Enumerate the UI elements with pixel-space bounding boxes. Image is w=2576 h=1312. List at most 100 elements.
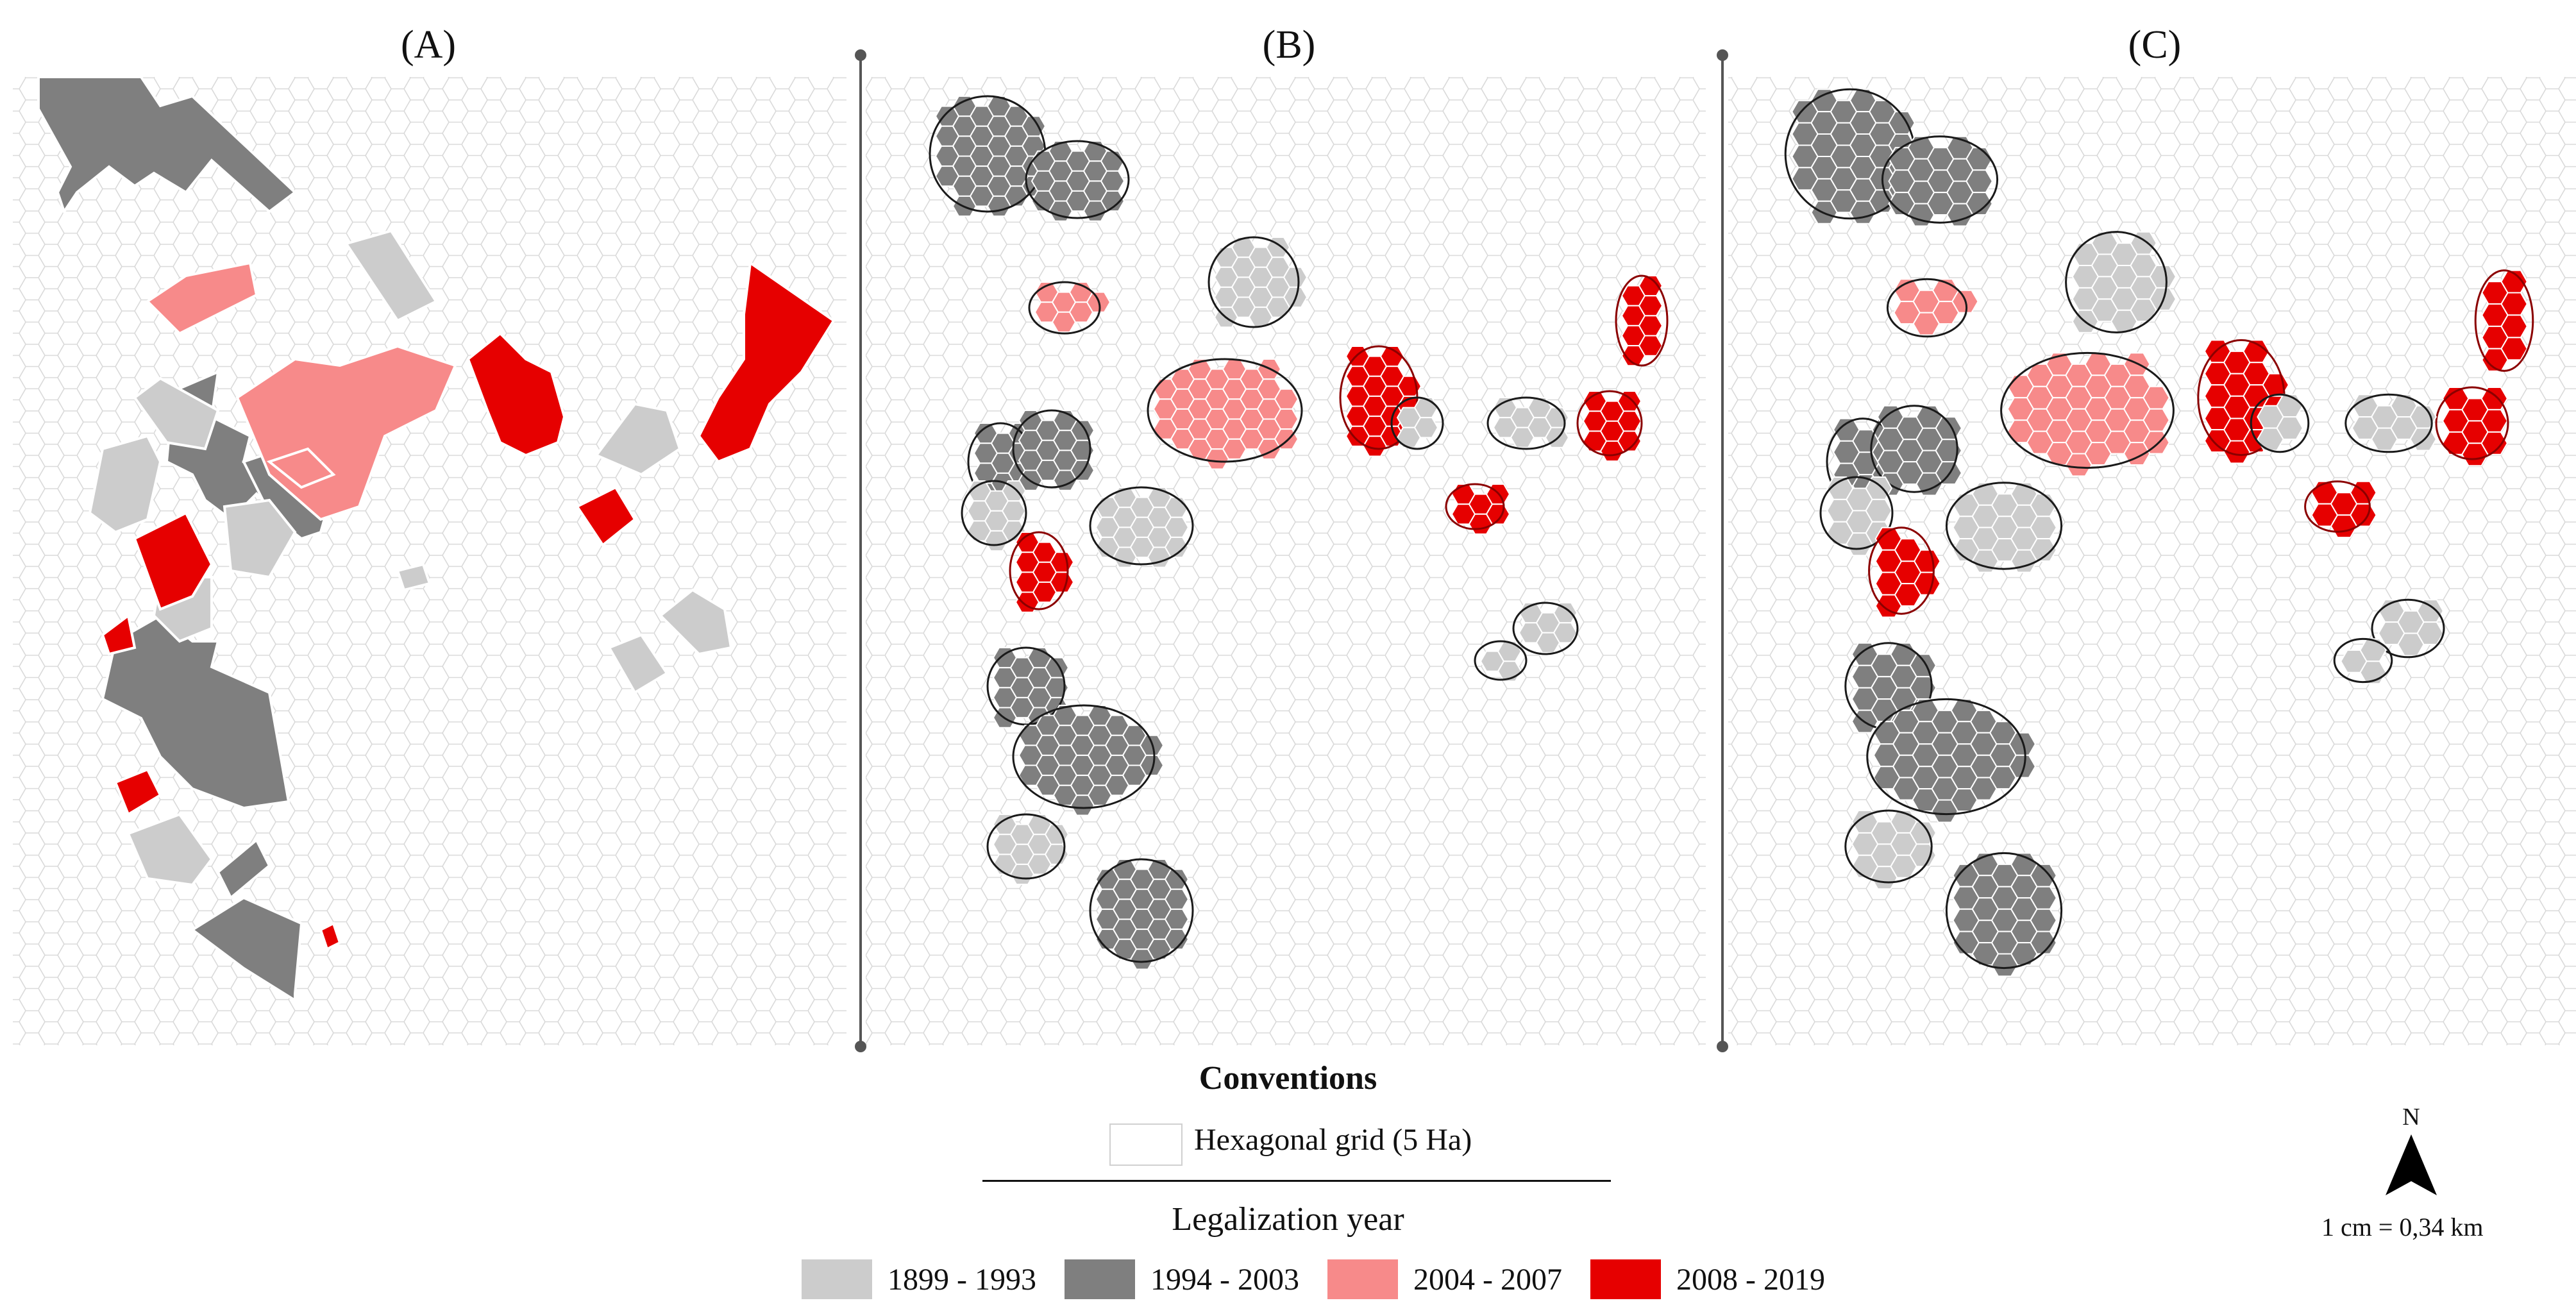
hex-cell [2142, 385, 2170, 410]
parcel-outline [1576, 390, 1643, 457]
parcel-outline [1615, 274, 1669, 367]
hex-cell [2276, 416, 2303, 440]
legend-swatch [802, 1259, 872, 1299]
parcel-outline [986, 646, 1066, 726]
parcel-outline [2333, 637, 2393, 684]
hex-cell [1100, 150, 1125, 172]
parcel [126, 812, 214, 887]
hex-cell [2480, 431, 2509, 455]
hex-cell [1638, 295, 1663, 317]
hex-cell [1139, 754, 1165, 777]
legend-label: 2004 - 2007 [1413, 1262, 1562, 1297]
north-letter: N [2402, 1104, 2420, 1131]
parcel-outline [1445, 483, 1505, 530]
parcel [575, 485, 637, 547]
parcel [697, 260, 836, 464]
parcel [319, 921, 342, 951]
parcel-outline [1486, 396, 1566, 450]
panel-title-a: (A) [401, 23, 456, 67]
legend-swatch [1064, 1259, 1135, 1299]
hex-cell [2030, 908, 2057, 932]
parcel-outline [1208, 236, 1300, 328]
legend-label: 1899 - 1993 [888, 1262, 1036, 1297]
hex-cell [1914, 571, 1941, 596]
hex-cell [1638, 315, 1663, 337]
parcel-outline [2474, 269, 2534, 372]
north-arrow: N [2366, 1103, 2456, 1205]
panel-separators [855, 49, 1728, 1052]
hex-grid-label: Hexagonal grid (5 Ha) [1194, 1123, 1472, 1157]
parcel-outline [1390, 396, 1444, 450]
hex-cell [1164, 929, 1190, 950]
parcel [594, 402, 682, 476]
parcel-outline [2435, 386, 2509, 460]
parcel-outline [1028, 281, 1101, 335]
parcel [216, 837, 271, 900]
parcel-outline [2065, 231, 2168, 333]
hex-cell [1553, 602, 1578, 624]
panel-a-map [37, 77, 836, 1003]
parcel [101, 614, 290, 810]
hex-cell [2142, 408, 2170, 432]
hex-cell [2030, 493, 2057, 517]
legend-label: 2008 - 2019 [1676, 1262, 1825, 1297]
legend-divider [982, 1180, 1611, 1182]
hex-cell [2500, 337, 2528, 361]
hex-cell [1070, 419, 1095, 441]
panel-title-b: (B) [1263, 23, 1316, 67]
hex-cell [1100, 190, 1125, 212]
parcel [101, 613, 137, 656]
hex-cell [1164, 536, 1190, 559]
hex-cell [1413, 397, 1439, 419]
hex-cell [2359, 638, 2387, 662]
parcel-outline [1870, 405, 1958, 493]
parcel-outline [2250, 393, 2310, 453]
hex-cell [2030, 516, 2057, 540]
hex-cell [2500, 314, 2528, 339]
hex-cell [1001, 500, 1027, 522]
hex-cell [1966, 147, 1993, 171]
parcel-outline [2000, 351, 2175, 469]
hex-cell [1164, 516, 1190, 538]
legend-swatch [1327, 1259, 1398, 1299]
legend-swatch [1590, 1259, 1661, 1299]
hex-cell [1638, 335, 1663, 357]
hex-cell [2416, 599, 2445, 623]
parcel-outline [1012, 409, 1091, 489]
hex-cell [1049, 551, 1075, 573]
panel-c-map [1784, 88, 2534, 977]
hex-cell [2030, 886, 2057, 910]
parcel [396, 562, 432, 592]
parcel-outline [986, 813, 1066, 880]
hex-cell [2008, 754, 2037, 778]
parcel-outline [1819, 476, 1894, 550]
hex-cell [1914, 549, 1941, 573]
hex-cell [1966, 192, 1993, 215]
hex-grid-a [13, 77, 846, 1045]
parcel [190, 896, 303, 1003]
hex-cell [1164, 908, 1190, 930]
hex-cell [1865, 498, 1893, 523]
hex-cell [1283, 266, 1308, 288]
parcel-outline [1089, 858, 1194, 963]
legend-subtitle: Legalization year [1172, 1201, 1404, 1238]
parcel-outline [1844, 809, 1933, 884]
parcel [607, 633, 669, 694]
parcel-outline [1881, 135, 1999, 224]
panel-title-c: (C) [2128, 23, 2182, 67]
parcel-outline [1474, 640, 1528, 681]
parcel [344, 229, 438, 323]
hex-cell [1617, 430, 1642, 452]
hex-cell [2500, 292, 2528, 316]
hex-cell [2276, 394, 2303, 418]
parcel [37, 77, 298, 215]
parcel [133, 376, 220, 451]
parcel [88, 434, 162, 534]
parcel-outline [1012, 704, 1156, 809]
parcel-outline [1866, 698, 2026, 816]
hex-cell [1935, 416, 1963, 441]
parcel-outline [1089, 486, 1194, 566]
parcel [466, 332, 566, 457]
hex-cell [2149, 265, 2177, 289]
